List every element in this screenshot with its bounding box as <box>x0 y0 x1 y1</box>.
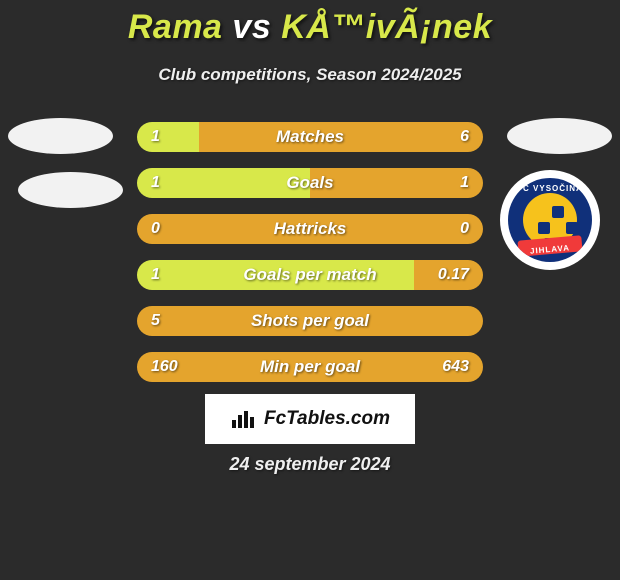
stat-label: Matches <box>137 122 483 152</box>
stat-row: 160643Min per goal <box>137 352 483 382</box>
right-club-badge-placeholder <box>507 118 612 154</box>
player1-name: Rama <box>128 8 223 46</box>
stat-row: 00Hattricks <box>137 214 483 244</box>
bars-icon <box>230 408 258 430</box>
date-label: 24 september 2024 <box>0 454 620 475</box>
player2-name: KÅ™ivÃ¡nek <box>281 8 492 46</box>
stat-label: Hattricks <box>137 214 483 244</box>
stat-row: 10.17Goals per match <box>137 260 483 290</box>
stat-label: Goals per match <box>137 260 483 290</box>
vs-label: vs <box>232 8 271 46</box>
stat-row: 5Shots per goal <box>137 306 483 336</box>
stat-label: Shots per goal <box>137 306 483 336</box>
fctables-brand: FcTables.com <box>205 394 415 444</box>
crest-arc-text: FC VYSOČINA <box>508 184 592 193</box>
left-club-badge-placeholder <box>8 118 113 154</box>
brand-text: FcTables.com <box>264 408 390 430</box>
stat-row: 16Matches <box>137 122 483 152</box>
page-root: Rama vs KÅ™ivÃ¡nek Club competitions, Se… <box>0 0 620 580</box>
stat-label: Goals <box>137 168 483 198</box>
stat-row: 11Goals <box>137 168 483 198</box>
stats-chart: 16Matches 11Goals 00Hattricks 10.17Goals pe… <box>137 122 483 398</box>
right-club-crest: FC VYSOČINA JIHLAVA <box>500 170 600 270</box>
subtitle: Club competitions, Season 2024/2025 <box>0 65 620 85</box>
page-title: Rama vs KÅ™ivÃ¡nek <box>0 0 620 47</box>
left-club-badge-placeholder-2 <box>18 172 123 208</box>
stat-label: Min per goal <box>137 352 483 382</box>
